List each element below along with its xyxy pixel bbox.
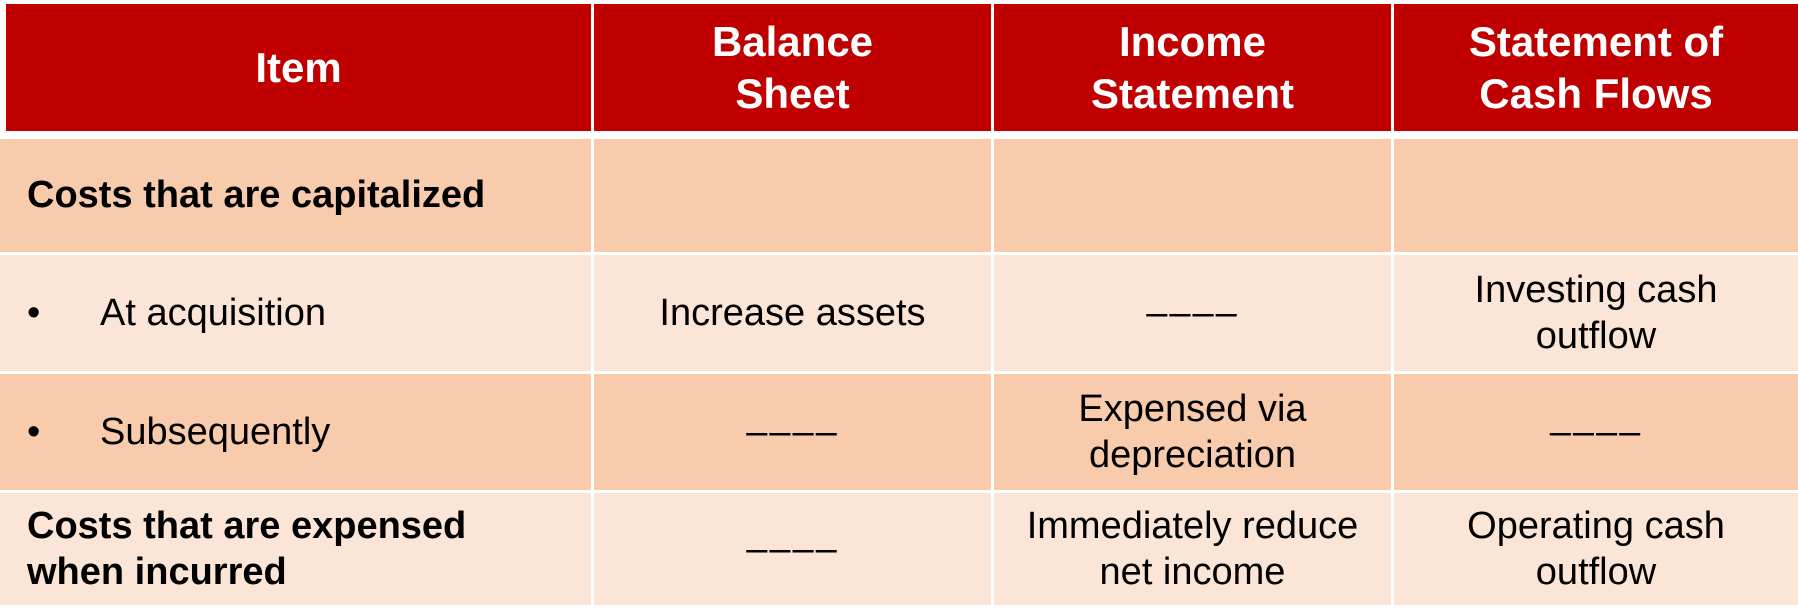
cash-flows-cell bbox=[1394, 139, 1798, 255]
row-item-cell: Costs that are expensed when incurred bbox=[0, 493, 594, 608]
header-balance-sheet-line-2: Sheet bbox=[735, 69, 850, 117]
cash-flows-cell: Operating cash outflow bbox=[1394, 493, 1798, 608]
income-statement-cell: Expensed via depreciation bbox=[994, 373, 1394, 493]
table-row-costs-capitalized: Costs that are capitalized bbox=[0, 139, 1798, 255]
header-item-line-1: Item bbox=[255, 43, 342, 91]
balance-sheet-value: –––– bbox=[746, 528, 839, 570]
table-row-at-acquisition: • At acquisition Increase assets –––– In… bbox=[0, 254, 1798, 374]
balance-sheet-value: –––– bbox=[746, 410, 839, 453]
header-income-statement: Income Statement bbox=[994, 0, 1394, 139]
row-item-label: Costs that are capitalized bbox=[27, 174, 486, 217]
cash-flows-cell: Investing cash outflow bbox=[1394, 254, 1798, 374]
balance-sheet-cell: –––– bbox=[594, 493, 994, 608]
row-item-label-line-1: Costs that are expensed bbox=[27, 505, 467, 547]
table-row-costs-expensed: Costs that are expensed when incurred ––… bbox=[0, 493, 1798, 608]
header-cash-flows-line-1: Statement of bbox=[1468, 17, 1724, 65]
cash-flows-cell: –––– bbox=[1394, 373, 1798, 493]
income-statement-cell: –––– bbox=[994, 254, 1394, 374]
header-balance-sheet: Balance Sheet bbox=[594, 0, 994, 139]
income-statement-value: –––– bbox=[1146, 291, 1239, 334]
header-income-statement-line-2: Statement bbox=[1090, 69, 1295, 117]
cash-flows-value-line-1: Operating cash bbox=[1467, 505, 1725, 547]
income-statement-cell bbox=[994, 139, 1394, 255]
cash-flows-value: –––– bbox=[1549, 410, 1643, 453]
header-item: Item bbox=[0, 0, 594, 139]
cash-flows-value-line-1: Investing cash bbox=[1474, 268, 1718, 311]
income-statement-cell: Immediately reduce net income bbox=[994, 493, 1394, 608]
balance-sheet-cell bbox=[594, 139, 994, 255]
balance-sheet-value: Increase assets bbox=[659, 291, 926, 334]
row-item-cell: • At acquisition bbox=[0, 254, 594, 374]
income-statement-value-line-1: Immediately reduce bbox=[1026, 505, 1359, 547]
balance-sheet-cell: –––– bbox=[594, 373, 994, 493]
row-item-cell: Costs that are capitalized bbox=[0, 139, 594, 255]
row-item-label-line-2: when incurred bbox=[27, 551, 287, 593]
row-item-label: At acquisition bbox=[100, 291, 327, 334]
header-income-statement-line-1: Income bbox=[1118, 17, 1267, 65]
income-statement-value-line-2: depreciation bbox=[1088, 433, 1297, 476]
row-item-label: Subsequently bbox=[100, 410, 331, 453]
header-balance-sheet-line-1: Balance bbox=[711, 17, 874, 65]
table-row-subsequently: • Subsequently –––– Expensed via depreci… bbox=[0, 373, 1798, 493]
header-cash-flows-line-2: Cash Flows bbox=[1479, 69, 1713, 117]
income-statement-value-line-2: net income bbox=[1099, 551, 1286, 593]
cash-flows-value-line-2: outflow bbox=[1535, 551, 1657, 593]
header-cash-flows: Statement of Cash Flows bbox=[1394, 0, 1798, 139]
table-body: Costs that are capitalized • At acquisi bbox=[0, 139, 1798, 608]
cash-flows-value-line-2: outflow bbox=[1535, 314, 1657, 357]
balance-sheet-cell: Increase assets bbox=[594, 254, 994, 374]
bullet-marker: • bbox=[27, 291, 41, 334]
bullet-marker: • bbox=[27, 410, 41, 453]
row-item-cell: • Subsequently bbox=[0, 373, 594, 493]
table-header: Item Balance Sheet Income Statement Stat… bbox=[0, 0, 1798, 139]
income-statement-value-line-1: Expensed via bbox=[1078, 387, 1307, 430]
